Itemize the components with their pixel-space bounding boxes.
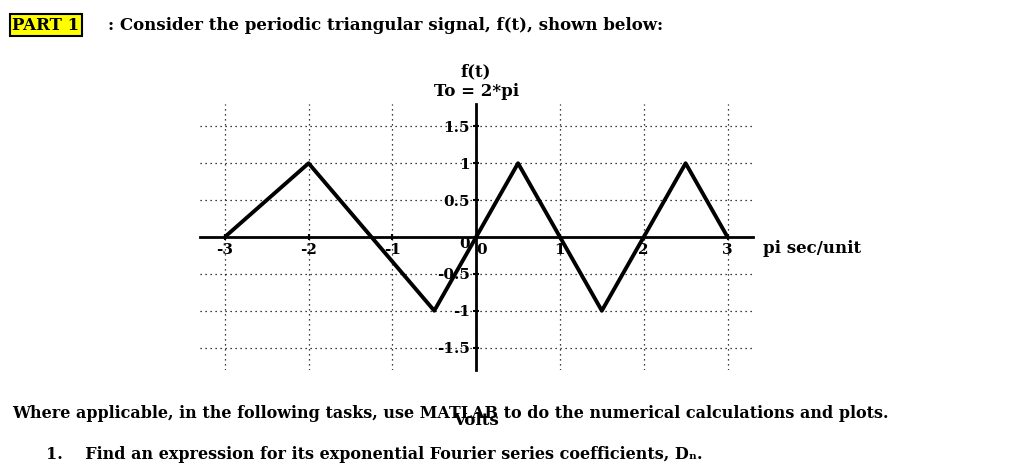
Title: f(t)
To = 2*pi: f(t) To = 2*pi xyxy=(433,64,519,100)
Text: Where applicable, in the following tasks, use MATLAB to do the numerical calcula: Where applicable, in the following tasks… xyxy=(12,405,889,422)
Text: PART 1: PART 1 xyxy=(12,17,80,34)
Text: pi sec/unit: pi sec/unit xyxy=(763,240,861,257)
X-axis label: Volts: Volts xyxy=(454,412,499,429)
Text: 1.    Find an expression for its exponential Fourier series coefficients, Dₙ.: 1. Find an expression for its exponentia… xyxy=(46,446,702,463)
Text: : Consider the periodic triangular signal, f(t), shown below:: : Consider the periodic triangular signa… xyxy=(108,17,663,34)
